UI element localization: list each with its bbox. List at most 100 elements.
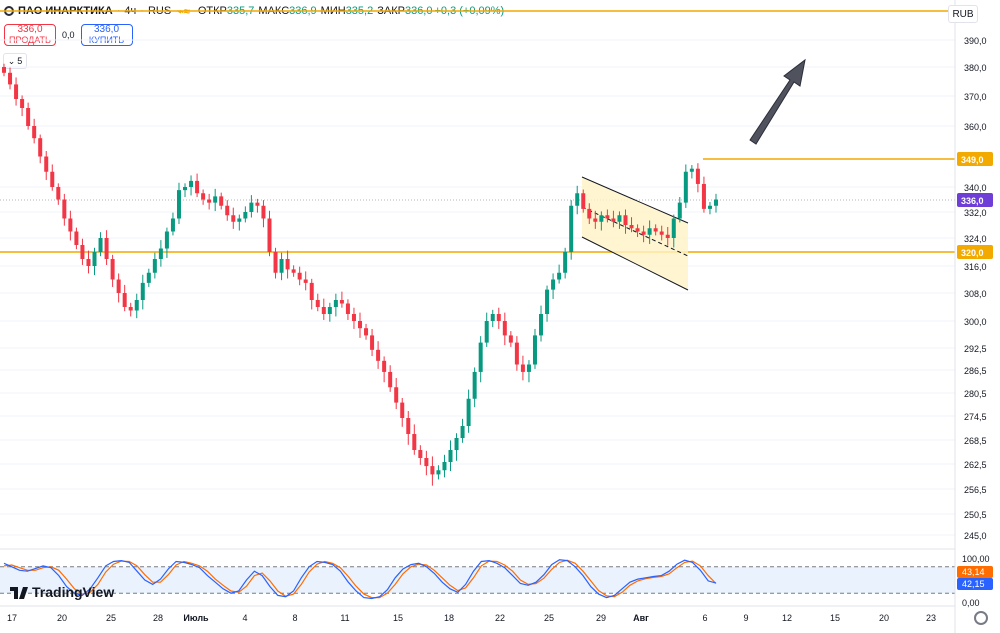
resistance-price-label-bg bbox=[957, 152, 993, 166]
candle-body bbox=[502, 321, 507, 336]
candle-body bbox=[56, 187, 61, 200]
candle-body bbox=[80, 245, 85, 259]
time-tick-label: 12 bbox=[782, 613, 792, 623]
candle-body bbox=[617, 215, 622, 222]
candle-body bbox=[388, 371, 393, 388]
stoch-k-line bbox=[3, 559, 717, 600]
candle-body bbox=[532, 335, 537, 365]
price-tick-label: 380,0 bbox=[964, 63, 987, 73]
candle-body bbox=[370, 335, 375, 350]
candle-body bbox=[557, 272, 562, 280]
stoch-d-value: 42,15 bbox=[962, 579, 985, 589]
candle-body bbox=[68, 218, 73, 232]
stoch-tick-label: 100,00 bbox=[962, 554, 990, 564]
candle-body bbox=[714, 199, 718, 206]
candle-body bbox=[146, 272, 151, 283]
candle-body bbox=[74, 231, 79, 245]
candle-body bbox=[255, 202, 260, 206]
price-tick-label: 262,5 bbox=[964, 460, 987, 470]
candle-body bbox=[20, 99, 25, 108]
candle-body bbox=[26, 108, 31, 126]
candle-body bbox=[152, 259, 157, 273]
spread-value: 0,0 bbox=[62, 30, 75, 40]
candle-body bbox=[575, 193, 580, 206]
currency-button[interactable]: RUB bbox=[948, 5, 978, 23]
candle-body bbox=[599, 215, 604, 222]
time-tick-label: Авг bbox=[633, 613, 649, 623]
candle-body bbox=[32, 126, 37, 139]
candle-body bbox=[285, 259, 290, 270]
candle-body bbox=[333, 300, 338, 307]
stoch-d-tag-bg bbox=[957, 578, 993, 590]
candle-body bbox=[677, 202, 682, 219]
candle-body bbox=[478, 342, 483, 372]
candle-body bbox=[454, 438, 459, 450]
price-tick-label: 370,0 bbox=[964, 92, 987, 102]
candle-body bbox=[629, 225, 634, 229]
price-tick-label: 256,5 bbox=[964, 485, 987, 495]
candle-body bbox=[327, 307, 332, 314]
time-tick-label: Июль bbox=[183, 613, 209, 623]
candle-body bbox=[44, 156, 49, 172]
stoch-k-value: 43,14 bbox=[962, 567, 985, 577]
tradingview-logo-icon bbox=[10, 586, 28, 599]
price-tick-label: 245,0 bbox=[964, 531, 987, 541]
candle-body bbox=[267, 218, 272, 252]
price-tick-label: 292,5 bbox=[964, 344, 987, 354]
support-price-label-bg bbox=[957, 245, 993, 259]
candle-body bbox=[358, 321, 362, 329]
candle-body bbox=[496, 314, 501, 321]
candle-body bbox=[689, 168, 694, 172]
price-tick-label: 286,5 bbox=[964, 366, 987, 376]
candle-body bbox=[418, 450, 423, 458]
candle-body bbox=[134, 300, 139, 311]
candle-body bbox=[261, 205, 266, 219]
candle-body bbox=[92, 252, 97, 266]
candle-body bbox=[14, 84, 19, 99]
price-tick-label: 268,5 bbox=[964, 436, 987, 446]
candle-body bbox=[351, 314, 356, 321]
candle-body bbox=[291, 269, 296, 273]
candle-body bbox=[122, 293, 127, 307]
candle-body bbox=[526, 364, 531, 372]
candle-body bbox=[207, 199, 212, 203]
candle-body bbox=[158, 248, 163, 259]
price-tick-label: 360,0 bbox=[964, 122, 987, 132]
logo-text: TradingView bbox=[32, 584, 115, 600]
candle-body bbox=[321, 307, 326, 314]
time-tick-label: 11 bbox=[340, 613, 349, 623]
candle-body bbox=[364, 328, 369, 336]
last-price-label-bg bbox=[957, 193, 993, 207]
candle-body bbox=[128, 307, 133, 311]
price-tick-label: 390,0 bbox=[964, 36, 987, 46]
candle-body bbox=[448, 450, 453, 462]
candle-body bbox=[460, 426, 465, 438]
candle-body bbox=[394, 387, 399, 403]
time-tick-label: 22 bbox=[495, 613, 505, 623]
candle-body bbox=[249, 202, 254, 212]
time-tick-label: 8 bbox=[292, 613, 297, 623]
gear-icon[interactable] bbox=[974, 611, 988, 625]
price-tick-label: 280,5 bbox=[964, 389, 987, 399]
price-tick-label: 316,0 bbox=[964, 262, 987, 272]
time-tick-label: 28 bbox=[153, 613, 163, 623]
candle-body bbox=[50, 171, 55, 187]
candle-body bbox=[231, 215, 236, 222]
candle-body bbox=[382, 360, 387, 372]
time-tick-label: 25 bbox=[106, 613, 116, 623]
time-tick-label: 23 bbox=[926, 613, 936, 623]
candle-body bbox=[116, 279, 121, 293]
trade-panel: 336,0 ПРОДАТЬ 0,0 336,0 КУПИТЬ bbox=[4, 24, 133, 46]
chevron-down-icon: ⌄ bbox=[7, 55, 16, 66]
candle-body bbox=[98, 238, 103, 252]
candle-body bbox=[436, 470, 441, 475]
candle-body bbox=[683, 171, 688, 203]
candle-body bbox=[701, 183, 706, 209]
time-tick-label: 20 bbox=[879, 613, 889, 623]
candle-body bbox=[635, 228, 640, 232]
candle-body bbox=[587, 208, 592, 219]
candle-body bbox=[563, 252, 568, 273]
collapse-legend-button[interactable]: ⌄ 5 bbox=[3, 53, 27, 69]
candle-body bbox=[110, 259, 115, 280]
